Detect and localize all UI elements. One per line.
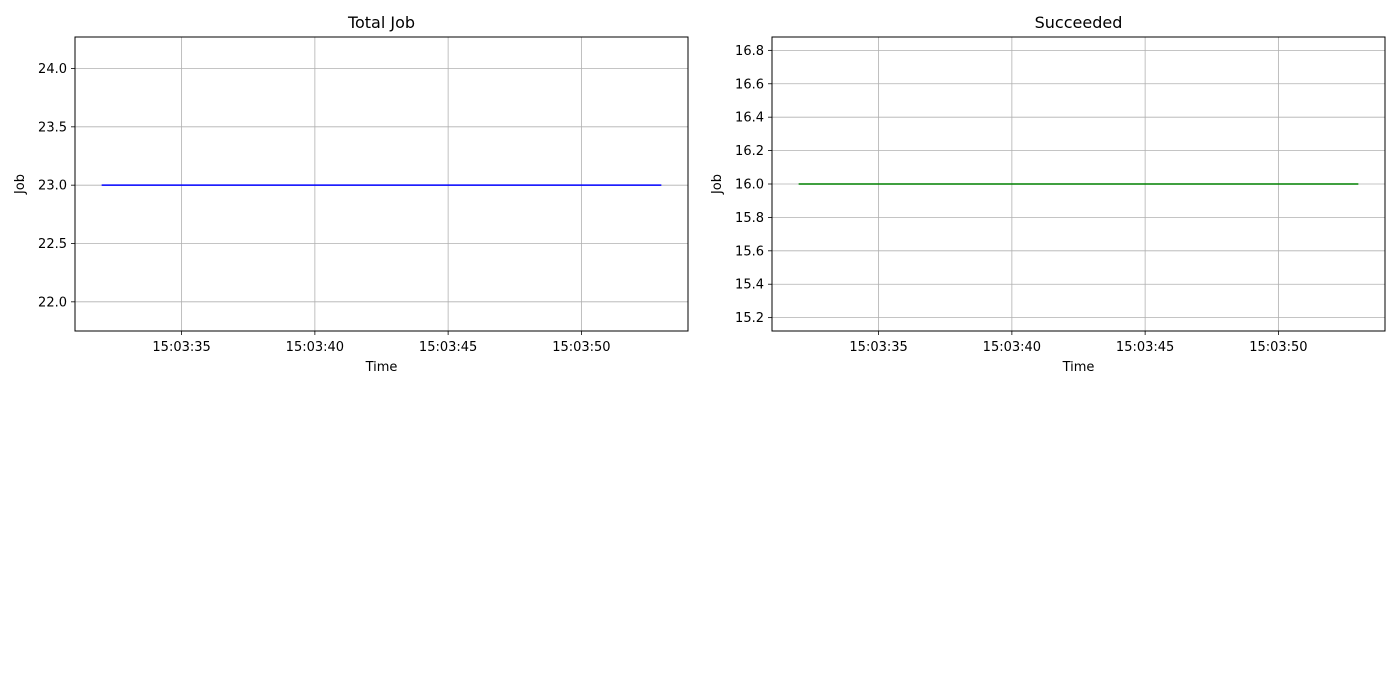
- plot-frame: [771, 36, 1386, 332]
- y-tick-label: 16.8: [735, 44, 764, 59]
- x-tick-label: 15:03:40: [983, 340, 1041, 355]
- y-tick-label: 22.5: [38, 237, 67, 252]
- x-tick-label: 15:03:40: [286, 340, 344, 355]
- x-tick-label: 15:03:50: [1249, 340, 1307, 355]
- plot-frame: [74, 36, 689, 332]
- y-axis-label: Job: [710, 174, 725, 195]
- y-tick-label: 16.4: [735, 111, 764, 126]
- y-tick-label: 24.0: [38, 62, 67, 77]
- x-tick-label: 15:03:50: [552, 340, 610, 355]
- chart-panel-2: 15:03:35 15:03:40 15:03:45 15:03:50 15.2 15.4…: [710, 13, 1386, 375]
- y-tick-label: 15.8: [735, 211, 764, 226]
- y-tick-label: 15.6: [735, 244, 764, 259]
- x-tick-label: 15:03:35: [849, 340, 907, 355]
- chart-panel-1: 15:03:35 15:03:40 15:03:45 15:03:50 22.0 22.5…: [13, 13, 689, 375]
- y-tick-label: 23.5: [38, 120, 67, 135]
- x-axis-label: Time: [365, 360, 398, 375]
- chart-title: Total Job: [347, 13, 415, 32]
- x-tick-label: 15:03:45: [419, 340, 477, 355]
- y-tick-label: 16.2: [735, 144, 764, 159]
- x-axis-label: Time: [1062, 360, 1095, 375]
- y-tick-label: 15.4: [735, 278, 764, 293]
- y-tick-label: 15.2: [735, 311, 764, 326]
- y-tick-label: 16.0: [735, 178, 764, 193]
- x-tick-label: 15:03:35: [152, 340, 210, 355]
- chart-title: Succeeded: [1035, 13, 1123, 32]
- y-tick-label: 22.0: [38, 295, 67, 310]
- y-axis-label: Job: [13, 174, 28, 195]
- y-tick-label: 23.0: [38, 179, 67, 194]
- x-tick-label: 15:03:45: [1116, 340, 1174, 355]
- y-tick-label: 16.6: [735, 77, 764, 92]
